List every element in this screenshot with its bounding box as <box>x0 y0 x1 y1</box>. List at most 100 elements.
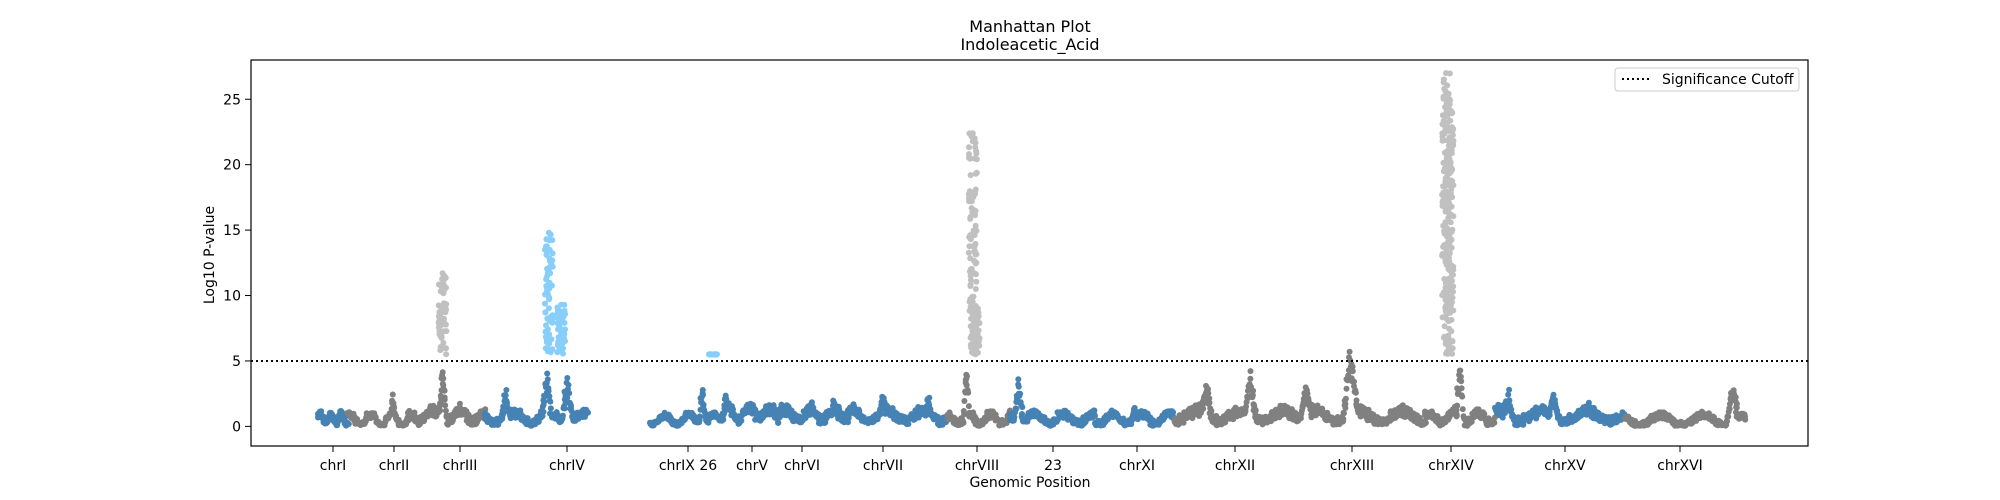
x-tick-label: chrXIII <box>1330 458 1374 474</box>
data-point <box>442 407 449 414</box>
data-point <box>1506 397 1513 404</box>
significant-point <box>971 155 978 162</box>
data-point <box>389 391 396 398</box>
significant-point <box>969 189 975 196</box>
data-point <box>926 394 933 401</box>
significant-point <box>971 257 977 264</box>
data-point <box>720 416 727 423</box>
significant-point <box>438 316 444 323</box>
data-point <box>1349 368 1356 375</box>
significant-point <box>1445 344 1452 351</box>
data-point <box>845 415 852 421</box>
chromosome-23 <box>1006 376 1098 429</box>
significant-point <box>1446 249 1453 256</box>
peak-point <box>969 130 976 137</box>
data-point <box>559 415 566 422</box>
significant-point <box>975 314 981 320</box>
significant-point <box>1444 193 1451 200</box>
chart-subtitle: Indoleacetic_Acid <box>960 35 1099 55</box>
significant-point <box>973 150 980 157</box>
significant-point <box>1448 244 1455 251</box>
data-point <box>877 411 884 418</box>
data-point <box>1019 404 1026 411</box>
significant-point <box>1442 280 1449 287</box>
significant-point <box>970 308 977 315</box>
y-tick-label: 20 <box>223 158 241 174</box>
significant-point <box>443 328 450 335</box>
x-tick-label: chrIV <box>549 458 585 474</box>
data-point <box>737 417 744 424</box>
plot-area-frame <box>250 59 1809 447</box>
significant-point <box>561 328 567 335</box>
data-points <box>315 70 1749 429</box>
x-axis-ticks: chrI chrII chrIII chrIV chrIX 26 chrV chrVI chr… <box>320 446 1703 474</box>
data-point <box>1342 400 1349 407</box>
significant-point <box>547 270 554 277</box>
significant-point <box>1440 137 1447 144</box>
data-point <box>441 387 448 394</box>
data-point <box>371 413 378 420</box>
data-point <box>770 402 777 409</box>
significant-point <box>1444 234 1451 241</box>
significant-point <box>1450 126 1457 132</box>
significant-point <box>965 154 972 161</box>
peak-point <box>558 301 565 308</box>
data-point <box>547 398 554 405</box>
x-tick-label: chrIII <box>443 458 478 474</box>
data-point <box>544 370 551 377</box>
data-point <box>502 392 509 399</box>
data-point <box>1250 387 1257 394</box>
significant-point <box>969 331 976 338</box>
significant-point <box>1443 308 1450 315</box>
data-point <box>1491 419 1498 426</box>
significant-point <box>1449 226 1456 233</box>
data-point <box>568 405 574 412</box>
chromosome-chrXI <box>1092 404 1178 429</box>
significant-point <box>545 305 552 312</box>
chromosome-chrXV <box>1492 386 1628 429</box>
data-point <box>544 376 551 383</box>
x-tick-label: chrIX 26 <box>659 458 717 474</box>
significant-point <box>436 321 443 328</box>
data-point <box>442 402 449 409</box>
x-tick-label: chrVI <box>784 458 820 474</box>
significant-point <box>441 287 448 294</box>
significant-point <box>968 198 975 205</box>
data-point <box>566 390 573 397</box>
data-point <box>540 408 547 415</box>
data-point <box>808 399 815 406</box>
chromosome-chrI <box>315 408 352 429</box>
significant-point <box>1444 82 1451 89</box>
x-tick-label: chrII <box>379 458 410 474</box>
chromosome-chrII <box>344 391 412 429</box>
significant-point <box>443 351 450 358</box>
data-point <box>1247 375 1254 382</box>
data-point <box>1169 408 1176 415</box>
data-point <box>699 387 706 393</box>
data-point <box>905 421 912 427</box>
chromosome-chrVII <box>844 393 952 429</box>
significant-point <box>1443 285 1449 292</box>
data-point <box>437 407 444 414</box>
data-point <box>441 396 448 403</box>
significant-point <box>972 222 979 229</box>
significant-point <box>967 235 974 242</box>
significant-point <box>1439 130 1446 137</box>
peak-point <box>439 270 446 277</box>
significant-point <box>1448 211 1455 218</box>
significant-point <box>1448 272 1455 279</box>
significant-point <box>974 349 981 356</box>
significant-point <box>436 309 443 316</box>
data-point <box>1453 411 1460 418</box>
data-point <box>964 373 970 380</box>
x-tick-label: chrXV <box>1544 458 1586 474</box>
data-point <box>964 387 971 394</box>
data-point <box>1204 385 1211 392</box>
x-tick-label: chrVII <box>863 458 903 474</box>
x-tick-label: chrXI <box>1119 458 1155 474</box>
significant-point <box>1447 148 1454 155</box>
x-tick-label: chrXIV <box>1428 458 1474 474</box>
data-point <box>1129 415 1136 422</box>
x-tick-label: 23 <box>1044 458 1062 474</box>
significant-point <box>967 215 974 222</box>
